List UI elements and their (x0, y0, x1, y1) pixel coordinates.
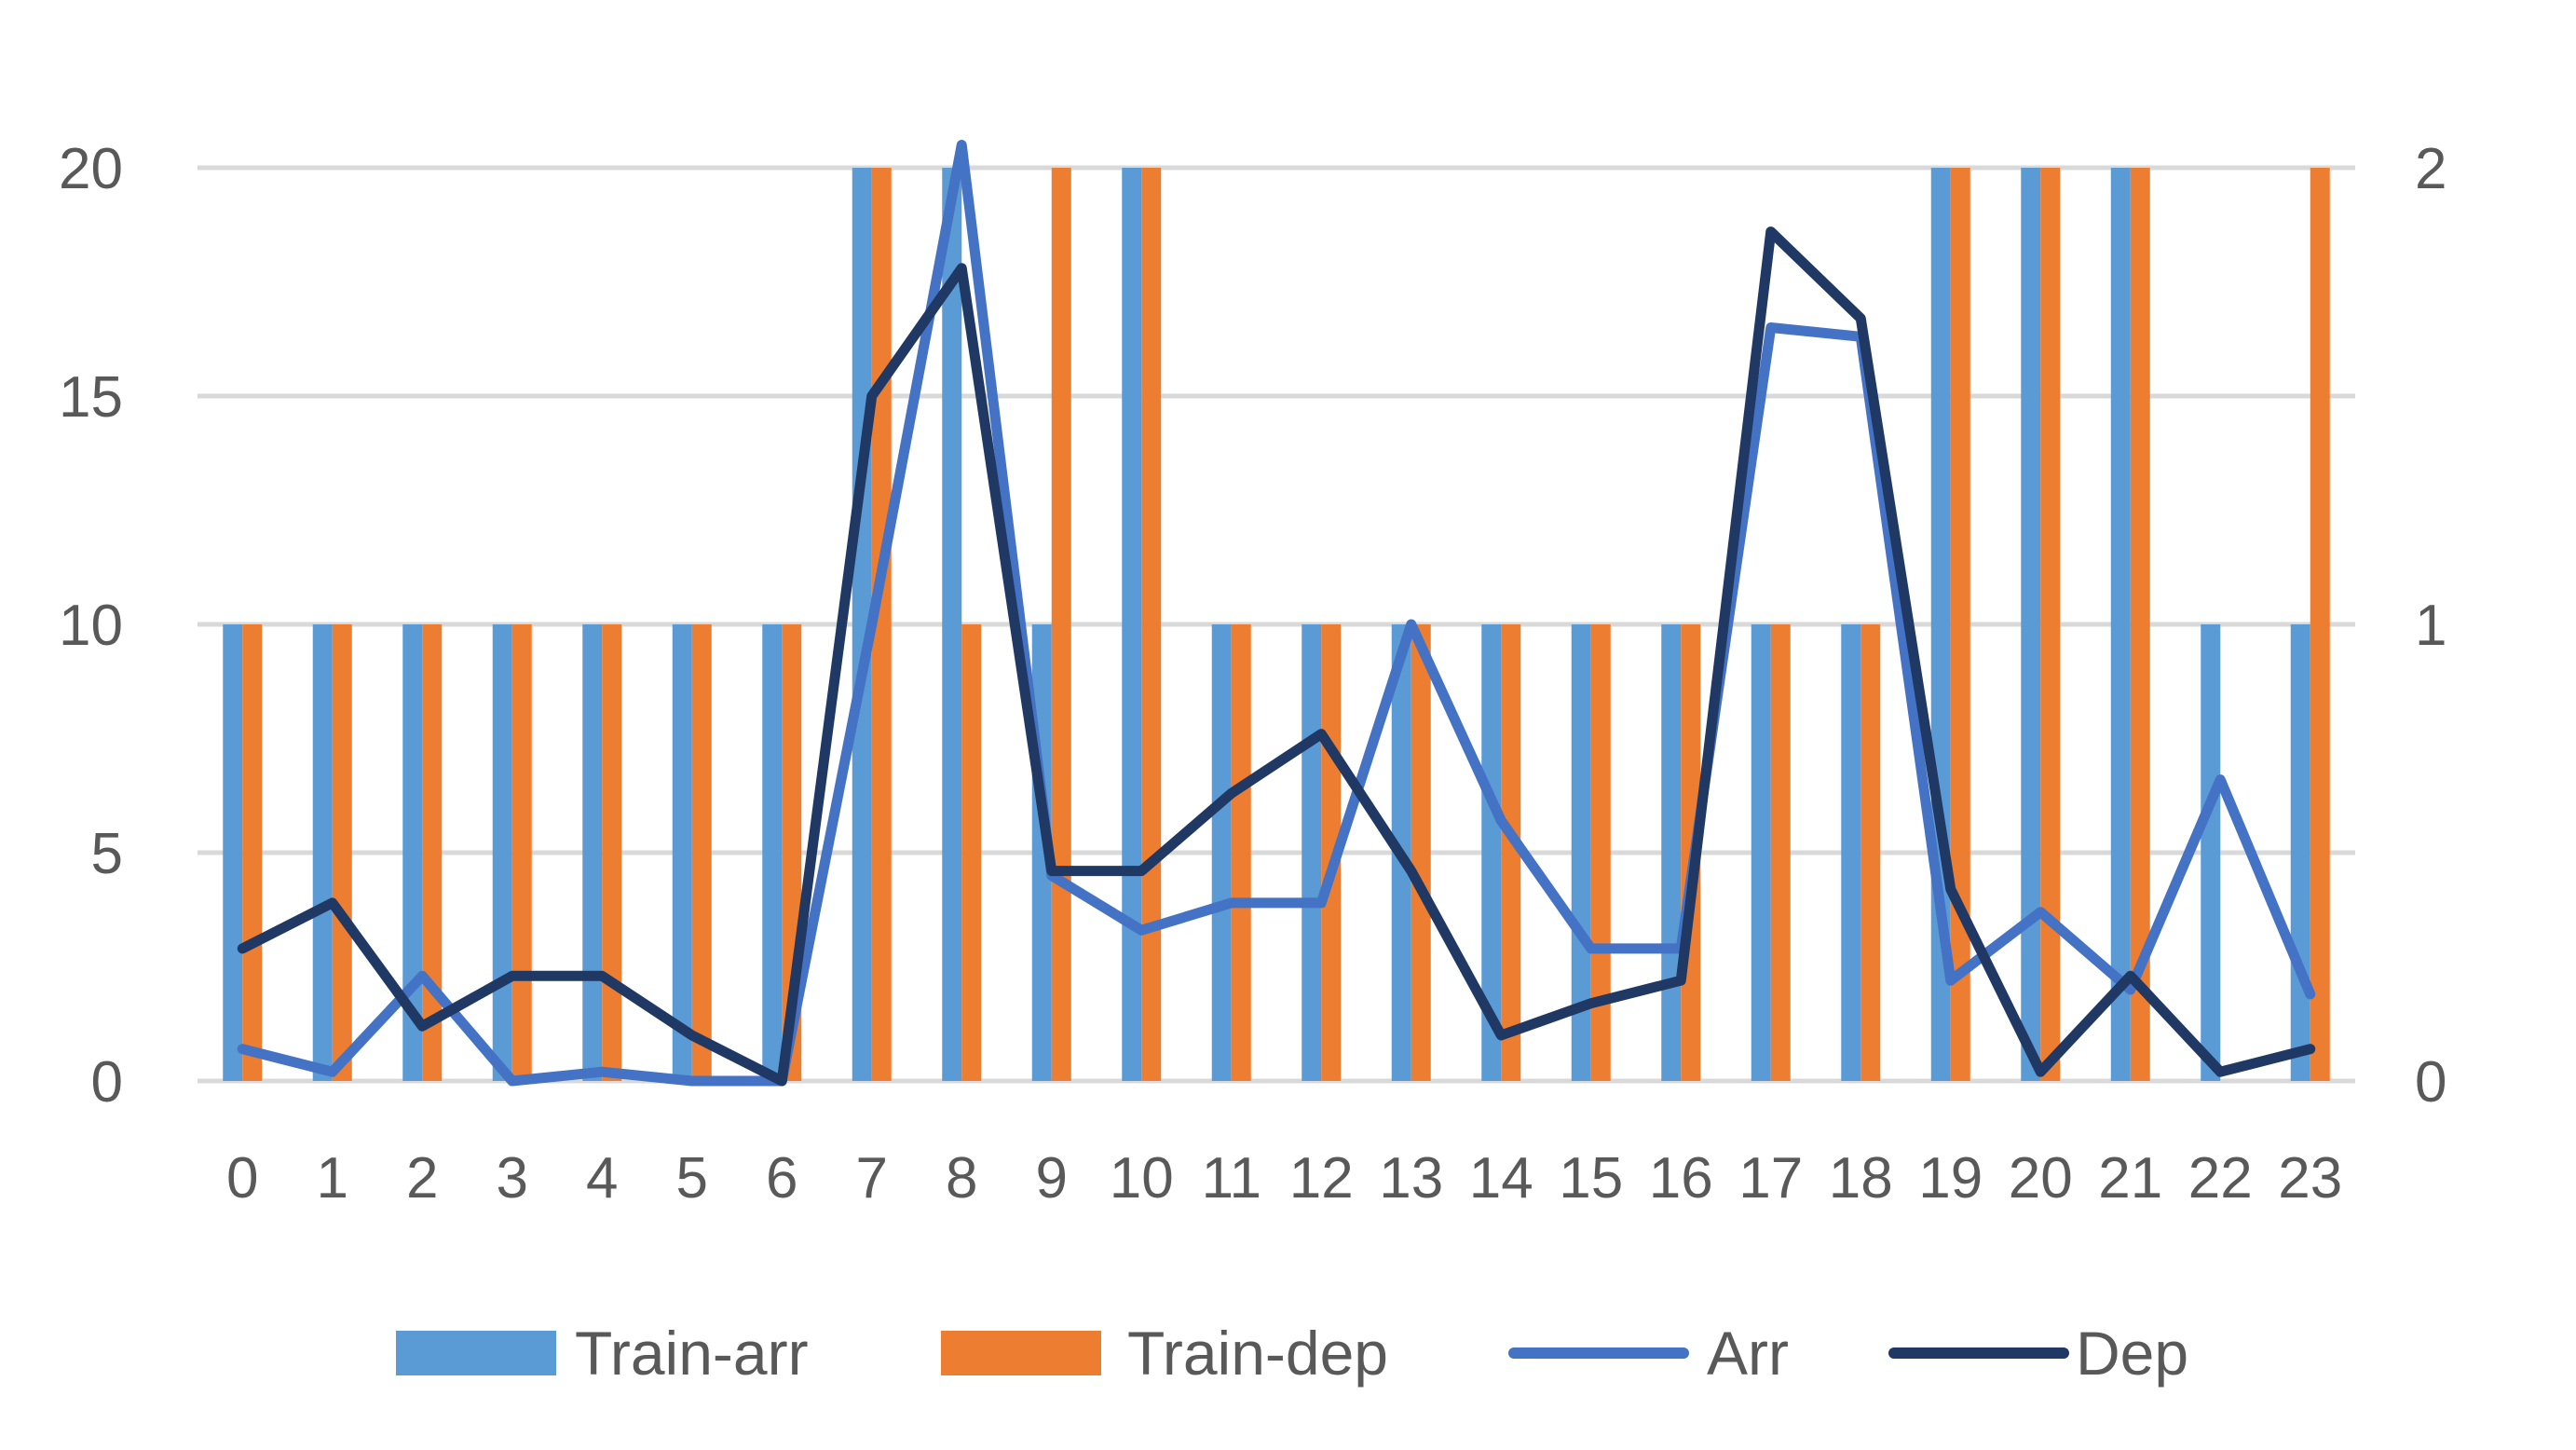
bar-train-arr-16 (1661, 624, 1682, 1081)
x-tick-label: 6 (766, 1146, 797, 1211)
bar-train-dep-4 (602, 624, 622, 1081)
bar-train-dep-3 (511, 624, 532, 1081)
x-tick-label: 2 (406, 1146, 438, 1211)
line-arr (237, 140, 2316, 1087)
bar-train-arr-22 (2201, 624, 2221, 1081)
bar-train-arr-20 (2021, 168, 2041, 1081)
x-tick-label: 1 (317, 1146, 348, 1211)
bar-train-arr-23 (2290, 624, 2310, 1081)
bar-train-dep-5 (691, 624, 712, 1081)
bar-train-arr-8 (942, 168, 962, 1081)
bar-train-dep-23 (2310, 168, 2330, 1081)
bar-train-arr-18 (1841, 624, 1861, 1081)
x-tick-label: 5 (676, 1146, 708, 1211)
x-tick-label: 3 (497, 1146, 528, 1211)
bar-train-arr-4 (582, 624, 603, 1081)
legend-label-arr: Arr (1707, 1319, 1789, 1388)
bar-train-arr-17 (1751, 624, 1771, 1081)
right-axis-ticks: 0 1 2 (2415, 137, 2447, 1115)
bar-train-arr-14 (1481, 624, 1502, 1081)
x-tick-label: 15 (1559, 1146, 1623, 1211)
right-tick-label: 1 (2415, 594, 2447, 658)
bar-train-arr-3 (492, 624, 512, 1081)
bar-train-dep-8 (961, 624, 982, 1081)
x-tick-label: 12 (1289, 1146, 1354, 1211)
bar-train-arr-5 (672, 624, 692, 1081)
bar-train-arr-15 (1571, 624, 1591, 1081)
right-tick-label: 2 (2415, 137, 2447, 201)
x-tick-label: 10 (1110, 1146, 1174, 1211)
gridlines (198, 165, 2355, 1084)
bar-train-arr-6 (762, 624, 783, 1081)
bar-train-dep-13 (1411, 624, 1431, 1081)
x-tick-label: 13 (1379, 1146, 1443, 1211)
bar-train-dep-19 (1950, 168, 1970, 1081)
x-tick-label: 9 (1036, 1146, 1068, 1211)
bar-train-arr-11 (1211, 624, 1232, 1081)
left-tick-label: 0 (91, 1050, 123, 1115)
bar-train-dep-2 (422, 624, 443, 1081)
bar-train-dep-11 (1231, 624, 1251, 1081)
x-tick-label: 21 (2098, 1146, 2162, 1211)
x-tick-label: 23 (2278, 1146, 2342, 1211)
x-tick-label: 7 (856, 1146, 888, 1211)
legend-swatch-train-arr (396, 1331, 556, 1375)
bar-train-dep-10 (1141, 168, 1162, 1081)
bar-train-arr-10 (1122, 168, 1142, 1081)
line-dep (237, 226, 2316, 1087)
bar-train-arr-12 (1302, 624, 1322, 1081)
x-tick-label: 17 (1738, 1146, 1803, 1211)
left-tick-label: 10 (59, 594, 123, 658)
bar-train-dep-15 (1590, 624, 1611, 1081)
legend-label-train-arr: Train-arr (575, 1319, 809, 1388)
x-tick-label: 19 (1918, 1146, 1983, 1211)
left-axis-ticks: 0 5 10 15 20 (59, 137, 123, 1115)
x-axis-ticks: 0 1 2 3 4 5 6 7 8 9 10 11 12 13 14 15 16 17 18 19 20 21 22 23 (226, 1146, 2342, 1211)
x-tick-label: 16 (1649, 1146, 1713, 1211)
legend-swatch-train-dep (941, 1331, 1101, 1375)
bar-train-dep-9 (1051, 168, 1071, 1081)
bar-train-dep-14 (1501, 624, 1521, 1081)
bar-train-arr-2 (402, 624, 423, 1081)
x-tick-label: 0 (226, 1146, 258, 1211)
left-tick-label: 5 (91, 822, 123, 886)
right-tick-label: 0 (2415, 1050, 2447, 1115)
legend-label-dep: Dep (2076, 1319, 2188, 1388)
left-tick-label: 20 (59, 137, 123, 201)
left-tick-label: 15 (59, 365, 123, 430)
legend-label-train-dep: Train-dep (1127, 1319, 1388, 1388)
x-tick-label: 4 (586, 1146, 618, 1211)
bar-train-dep-18 (1860, 624, 1881, 1081)
bar-train-dep-21 (2130, 168, 2150, 1081)
bar-train-dep-17 (1770, 624, 1791, 1081)
x-tick-label: 14 (1469, 1146, 1533, 1211)
x-tick-label: 22 (2188, 1146, 2253, 1211)
bar-train-arr-0 (223, 624, 243, 1081)
bar-train-arr-1 (312, 624, 333, 1081)
line-marks (237, 140, 2316, 1087)
x-tick-label: 20 (2009, 1146, 2073, 1211)
x-tick-label: 8 (946, 1146, 977, 1211)
legend: Train-arr Train-dep Arr Dep (396, 1319, 2188, 1388)
x-tick-label: 11 (1202, 1146, 1261, 1211)
bar-train-dep-0 (242, 624, 263, 1081)
bar-train-dep-20 (2040, 168, 2061, 1081)
bar-train-dep-1 (332, 624, 352, 1081)
bar-train-arr-21 (2110, 168, 2131, 1081)
x-tick-label: 18 (1829, 1146, 1893, 1211)
